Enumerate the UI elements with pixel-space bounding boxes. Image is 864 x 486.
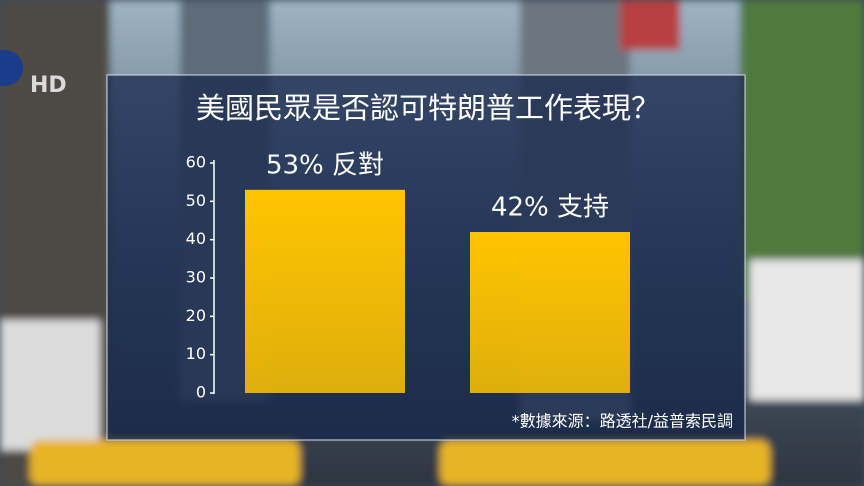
y-tick-label: 40 (186, 229, 206, 248)
y-tick-label: 10 (186, 344, 206, 363)
y-tick-label: 60 (186, 153, 206, 172)
value-label: 53% 反對 (266, 150, 384, 180)
chart-title: 美國民眾是否認可特朗普工作表現？ (196, 91, 660, 125)
bar (470, 232, 630, 393)
logo (0, 50, 23, 86)
source-note: *數據來源：路透社/益普索民調 (512, 412, 733, 431)
y-tick-label: 50 (186, 191, 206, 210)
y-tick-label: 30 (186, 268, 206, 287)
value-label: 42% 支持 (491, 193, 609, 223)
y-tick-label: 0 (196, 383, 206, 402)
bar (245, 189, 405, 393)
logo-text: HD (30, 73, 67, 98)
y-tick-label: 20 (186, 306, 206, 325)
